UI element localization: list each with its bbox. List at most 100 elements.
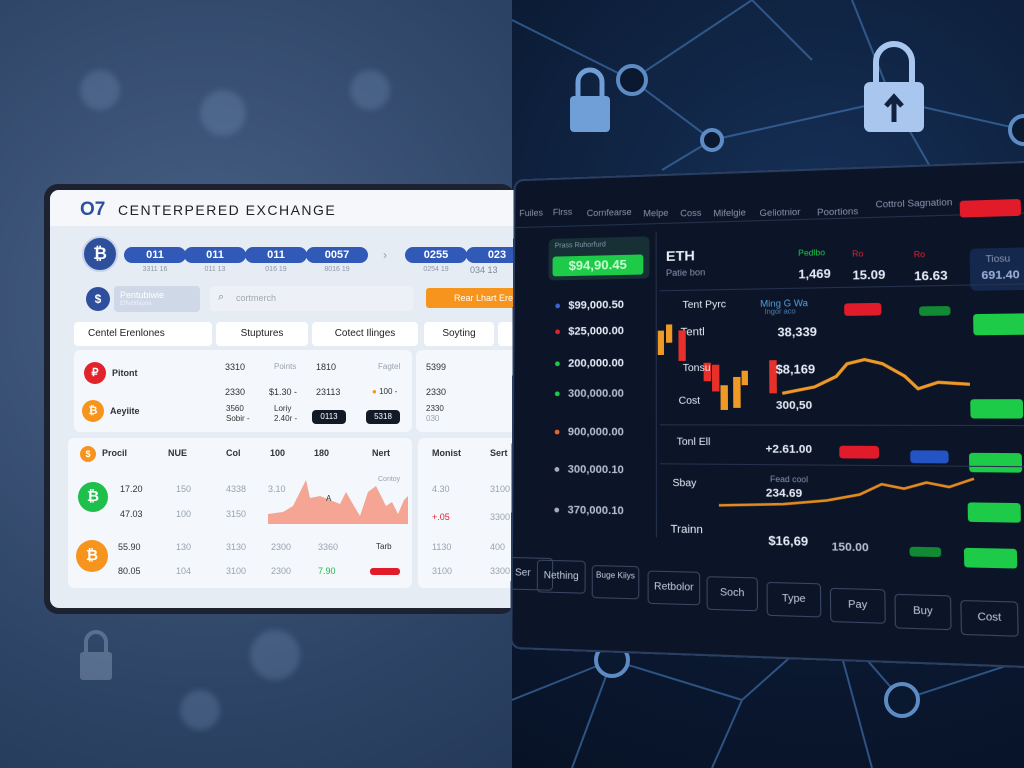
bokeh-dot [350, 70, 390, 110]
bottom-button[interactable]: Pay [829, 587, 886, 624]
asset-title: ETH [665, 247, 695, 264]
column-header: Monist [432, 448, 461, 458]
nav-item[interactable]: Fuiles [519, 207, 543, 219]
buy-button[interactable] [963, 547, 1018, 569]
nav-item[interactable]: Coss [680, 207, 702, 219]
ticker-pill[interactable]: 011 [245, 247, 307, 263]
orderbook-value: 300,000.00 [567, 387, 624, 400]
row-label: Cost [678, 395, 701, 407]
cell: 80.05 [118, 566, 141, 576]
app-header: O7 CENTERPERED EXCHANGE [50, 190, 515, 226]
price-area-chart [268, 480, 408, 524]
sell-indicator [370, 568, 400, 575]
value-badge[interactable]: 0113 [312, 410, 346, 424]
ticker-sub: 3311 16 [142, 266, 168, 273]
buy-button[interactable] [973, 313, 1024, 336]
cell: $1.30 - [269, 387, 298, 397]
nav-item[interactable]: Geliotnior [759, 206, 801, 219]
cell: 2300 [271, 566, 292, 576]
nav-item[interactable]: Cottrol Sagnation [875, 196, 953, 210]
bottom-button[interactable]: Buge Kiiys [591, 565, 640, 600]
cell: 3300 [490, 512, 511, 522]
cell: 130 [176, 542, 192, 552]
buy-button[interactable] [967, 502, 1021, 523]
dot: ● [554, 325, 561, 338]
asset-subtitle: Patie bon [665, 267, 706, 279]
bottom-button[interactable]: Buy [894, 593, 952, 631]
alert-button[interactable] [959, 198, 1022, 218]
chevron-right-icon[interactable]: › [383, 248, 387, 262]
row-value: $16,69 [768, 533, 809, 549]
stat-value: 15.09 [852, 267, 886, 283]
side-table-card: Monist Sert 4.30 3100 +.05 3300 1130 400… [418, 438, 515, 588]
cell: 4338 [226, 484, 247, 494]
tab-sorting[interactable]: Soyting [424, 322, 494, 346]
info-badge[interactable] [910, 450, 949, 464]
column-header: NUE [168, 448, 188, 458]
nav-item[interactable]: Mifelgie [713, 207, 746, 219]
cell: 030 [426, 414, 440, 423]
bottom-button[interactable]: Retbolor [647, 570, 701, 606]
ticker-pill[interactable]: 0057 [306, 247, 368, 263]
orderbook-value: $25,000.00 [568, 325, 624, 338]
cell: 3100 [226, 566, 247, 576]
nav-item[interactable]: Melpe [643, 207, 669, 219]
buy-badge[interactable] [909, 546, 942, 558]
stat-label: Ro [913, 249, 926, 260]
cell: 1810 [316, 362, 337, 372]
search-placeholder: cortmerch [236, 293, 277, 303]
cell: Fagtel [378, 362, 401, 371]
ticker-pill[interactable]: 0255 [405, 247, 467, 263]
account-avatar[interactable]: $ [86, 287, 110, 311]
account-selector[interactable]: Pentubiwie Effwbtfaprie [114, 286, 200, 312]
cell: 100 [176, 509, 192, 519]
orderbook-value: $99,000.50 [568, 298, 624, 312]
bitcoin-icon: ₿ [82, 236, 118, 272]
nav-item[interactable]: Poortions [817, 206, 859, 218]
sell-badge[interactable] [839, 445, 880, 459]
decentralized-exchange-panel: Fuiles Flrss Cornfearse Melpe Coss Mifel… [510, 160, 1024, 670]
lock-icon [862, 36, 926, 134]
ticker-pill[interactable]: 023 [466, 247, 515, 263]
tab-structures[interactable]: Stuptures [216, 322, 308, 346]
ticker-pill[interactable]: 011 [124, 247, 186, 263]
coin-icon: $ [80, 446, 96, 462]
cell: ● 100 - [372, 387, 398, 396]
stat-label: Ro [852, 249, 864, 259]
lock-icon [78, 628, 114, 682]
buy-button[interactable] [970, 399, 1024, 419]
cell: 3360 [318, 542, 339, 552]
action-button[interactable]: Rear Lhart Ere [426, 288, 515, 308]
value-badge[interactable]: 5318 [366, 410, 400, 424]
bokeh-dot [80, 70, 120, 110]
coin-icon: ₽ [84, 362, 106, 384]
cell: 2330 [426, 404, 444, 413]
bottom-button[interactable]: Soch [706, 576, 759, 612]
coin-icon: ₿ [82, 400, 104, 422]
cell: 55.90 [118, 542, 141, 552]
cell: 1130 [432, 542, 452, 552]
bottom-button[interactable]: Nething [536, 559, 586, 594]
app-logo: O7 [80, 199, 106, 220]
cell: 2330 [225, 387, 246, 397]
bottom-button[interactable]: Cost [960, 599, 1019, 637]
tab-central-exchanges[interactable]: Centel Erenlones [74, 322, 212, 346]
bokeh-dot [180, 690, 220, 730]
bottom-button[interactable]: Type [766, 581, 822, 618]
cell: 3310 [225, 362, 246, 372]
ticker-pill[interactable]: 011 [184, 247, 246, 263]
cell: 104 [176, 566, 192, 576]
cell: 7.90 [318, 566, 336, 576]
nav-item[interactable]: Flrss [552, 206, 573, 218]
tab-more[interactable] [498, 322, 515, 346]
cell: 3560 [226, 404, 244, 413]
stat-label: Tiosu [985, 253, 1011, 265]
search-input[interactable]: ⌕ cortmerch [210, 286, 413, 311]
dot: ● [554, 300, 562, 313]
cell: 17.20 [120, 484, 143, 494]
row-label: Tent Pyrc [682, 299, 727, 312]
buy-button[interactable] [968, 452, 1023, 473]
nav-item[interactable]: Cornfearse [586, 206, 632, 219]
cell: 150 [176, 484, 192, 494]
tab-collect-listings[interactable]: Cotect Ilinges [312, 322, 418, 346]
